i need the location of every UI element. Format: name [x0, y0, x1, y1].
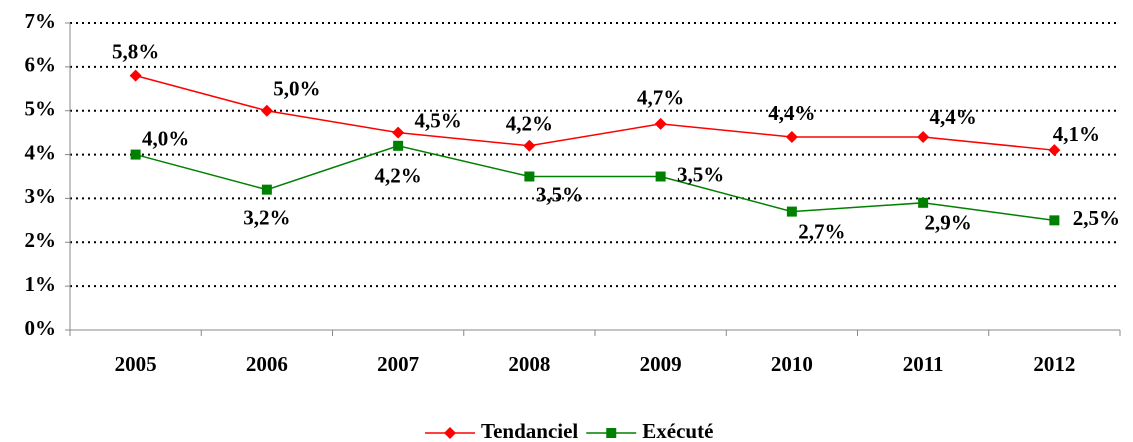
y-tick-label: 1%: [25, 272, 57, 296]
series-line: [135, 145, 1055, 222]
data-point: [654, 117, 667, 130]
data-label: 4,2%: [506, 112, 553, 136]
data-label: 3,5%: [677, 162, 724, 186]
data-point: [1049, 215, 1060, 226]
data-point: [524, 171, 535, 182]
y-tick-label: 5%: [25, 97, 57, 121]
x-tick-label: 2005: [115, 352, 157, 376]
data-point: [786, 206, 797, 217]
data-point: [655, 171, 666, 182]
data-label: 3,5%: [536, 182, 583, 206]
data-point: [392, 126, 405, 139]
y-tick-label: 3%: [25, 184, 57, 208]
data-point: [918, 197, 929, 208]
x-tick-label: 2008: [508, 352, 550, 376]
data-label: 4,4%: [768, 101, 815, 125]
x-tick-label: 2009: [640, 352, 682, 376]
series-line: [135, 74, 1055, 151]
legend-label: Exécuté: [642, 419, 713, 442]
y-tick-label: 4%: [25, 140, 57, 164]
data-label: 4,7%: [637, 86, 684, 110]
data-point: [261, 184, 272, 195]
data-point: [1048, 144, 1061, 157]
data-label: 4,0%: [142, 126, 189, 150]
data-label: 4,2%: [375, 164, 422, 188]
data-label: 5,0%: [273, 77, 320, 101]
data-point: [606, 428, 617, 438]
y-tick-label: 6%: [25, 53, 57, 77]
data-label: 2,5%: [1073, 206, 1120, 230]
data-label: 2,7%: [798, 219, 845, 243]
data-point: [523, 139, 536, 152]
x-tick-label: 2007: [377, 352, 419, 376]
data-point: [260, 104, 273, 117]
data-point: [129, 69, 142, 82]
data-point: [130, 149, 141, 160]
data-label: 4,5%: [415, 108, 462, 132]
y-tick-label: 7%: [25, 9, 57, 33]
data-label: 5,8%: [112, 39, 159, 63]
x-tick-label: 2011: [903, 352, 944, 376]
x-tick-label: 2006: [246, 352, 288, 376]
data-label: 3,2%: [243, 205, 290, 229]
data-label: 2,9%: [925, 211, 972, 235]
data-label: 4,4%: [930, 105, 977, 129]
x-tick-label: 2010: [771, 352, 813, 376]
data-label: 4,1%: [1053, 122, 1100, 146]
data-point: [393, 140, 404, 151]
legend-label: Tendanciel: [481, 419, 578, 442]
y-tick-label: 0%: [25, 316, 57, 340]
y-tick-label: 2%: [25, 228, 57, 252]
data-point: [785, 131, 798, 144]
data-point: [917, 131, 930, 144]
data-point: [444, 427, 456, 439]
x-tick-label: 2012: [1033, 352, 1075, 376]
